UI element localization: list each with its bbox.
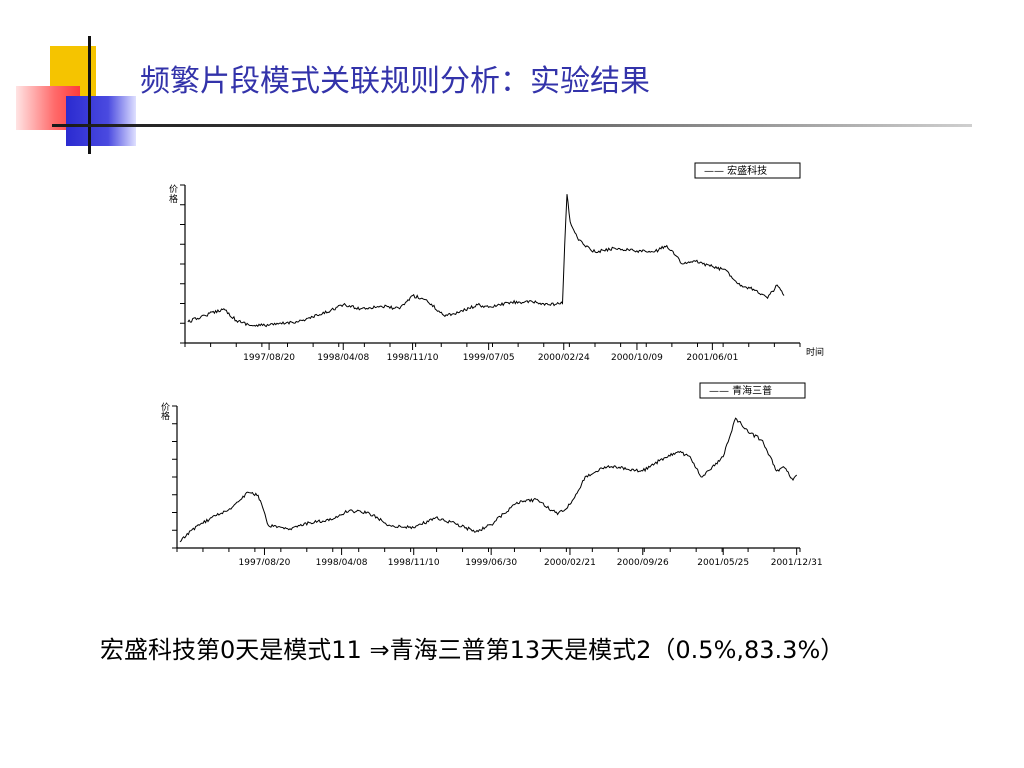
rule-part: 天是模式 xyxy=(235,636,332,664)
x-tick-label: 2000/02/24 xyxy=(538,353,590,360)
x-tick-label: 1998/11/10 xyxy=(388,558,440,565)
rule-part: 天是模式 xyxy=(540,636,637,664)
y-axis-label: 价 xyxy=(169,184,178,195)
legend-box xyxy=(699,382,806,399)
rule-part: 13 xyxy=(509,636,541,664)
x-tick-label: 1997/08/20 xyxy=(239,558,291,565)
vertical-rule xyxy=(88,36,91,154)
x-tick-label: 2001/05/25 xyxy=(697,558,749,565)
legend-box xyxy=(694,162,801,179)
x-tick-label: 1999/06/30 xyxy=(465,558,517,565)
axes xyxy=(172,405,801,555)
chart-hongsheng: —— 宏盛科技 价 格 时间 1997/08/20 1998/04/08 1998/… xyxy=(169,162,824,360)
rule-part: （ xyxy=(651,636,676,664)
rule-part: 2 xyxy=(636,636,652,664)
rule-part: 宏盛科技第 xyxy=(100,636,220,664)
decoration xyxy=(0,0,1024,160)
rule-part: 0.5%,83.3% xyxy=(675,636,821,664)
legend-label: —— 青海三普 xyxy=(709,384,772,397)
y-axis-label-2: 格 xyxy=(161,410,170,422)
x-tick-label: 1999/07/05 xyxy=(463,353,515,360)
slide-title: 频繁片段模式关联规则分析：实验结果 xyxy=(140,64,650,99)
rule-part: ） xyxy=(820,636,845,664)
horizontal-rule xyxy=(52,124,972,127)
series-line-hongsheng xyxy=(187,194,785,328)
implies-arrow: ⇒ xyxy=(369,636,390,664)
y-axis-label: 价 xyxy=(161,402,170,413)
x-tick-label: 2001/12/31 xyxy=(771,558,823,565)
x-tick-label: 2000/09/26 xyxy=(617,558,669,565)
axes xyxy=(180,184,801,350)
chart-qinghai: —— 青海三普 价 格 1997/08/20 1998/04/08 1998/11/… xyxy=(161,382,823,565)
series-line-qinghai xyxy=(179,417,798,543)
rule-part: 0 xyxy=(220,636,236,664)
y-axis-label-2: 格 xyxy=(169,193,178,205)
tick-labels: 1997/08/20 1998/04/08 1998/11/10 1999/07/05… xyxy=(243,353,738,360)
conclusion-rule: 宏盛科技第0天是模式11 ⇒青海三普第13天是模式2（0.5%,83.3%） xyxy=(100,630,844,665)
x-tick-label: 1998/11/10 xyxy=(387,353,439,360)
x-tick-label: 1998/04/08 xyxy=(316,558,368,565)
rule-part: 青海三普第 xyxy=(389,636,510,664)
x-tick-label: 2001/06/01 xyxy=(686,353,738,360)
x-tick-label: 2000/02/21 xyxy=(544,558,596,565)
tick-labels: 1997/08/20 1998/04/08 1998/11/10 1999/06/30… xyxy=(239,558,823,565)
blue-square xyxy=(66,96,136,146)
x-axis-label: 时间 xyxy=(806,346,824,358)
rule-part: 11 xyxy=(331,636,362,664)
legend-label: —— 宏盛科技 xyxy=(704,164,767,177)
x-tick-label: 1997/08/20 xyxy=(243,353,295,360)
x-tick-label: 2000/10/09 xyxy=(611,353,663,360)
x-tick-label: 1998/04/08 xyxy=(317,353,369,360)
